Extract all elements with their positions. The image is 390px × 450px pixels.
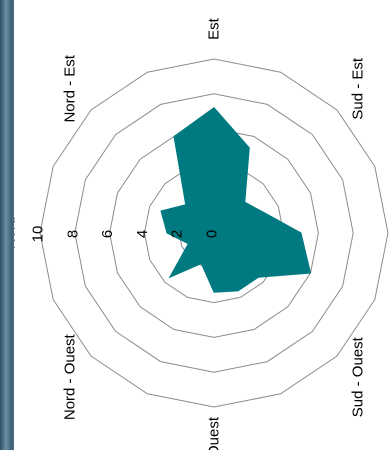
direction-label: Est xyxy=(206,17,223,40)
direction-label: Nord - Est xyxy=(61,54,78,122)
series-area xyxy=(160,107,312,293)
radial-tick-label: 8 xyxy=(64,230,81,238)
direction-label: Ouest xyxy=(206,416,223,450)
direction-label: Nord - Ouest xyxy=(61,333,78,420)
grid-ring xyxy=(109,128,319,338)
direction-label: Sud - Est xyxy=(350,57,367,120)
radial-tick-label: 10 xyxy=(30,226,47,243)
radial-tick-label: 2 xyxy=(169,230,186,238)
direction-label: Sud - Ouest xyxy=(350,336,367,417)
radial-tick-labels: 0 2 4 6 8 10 xyxy=(30,226,221,243)
radial-tick-label: 0 xyxy=(204,230,221,238)
grid-ring xyxy=(39,58,389,408)
direction-label: Nord xyxy=(14,217,19,250)
grid-ring xyxy=(74,93,354,373)
radial-tick-label: 4 xyxy=(134,230,151,238)
radial-tick-label: 6 xyxy=(99,230,116,238)
